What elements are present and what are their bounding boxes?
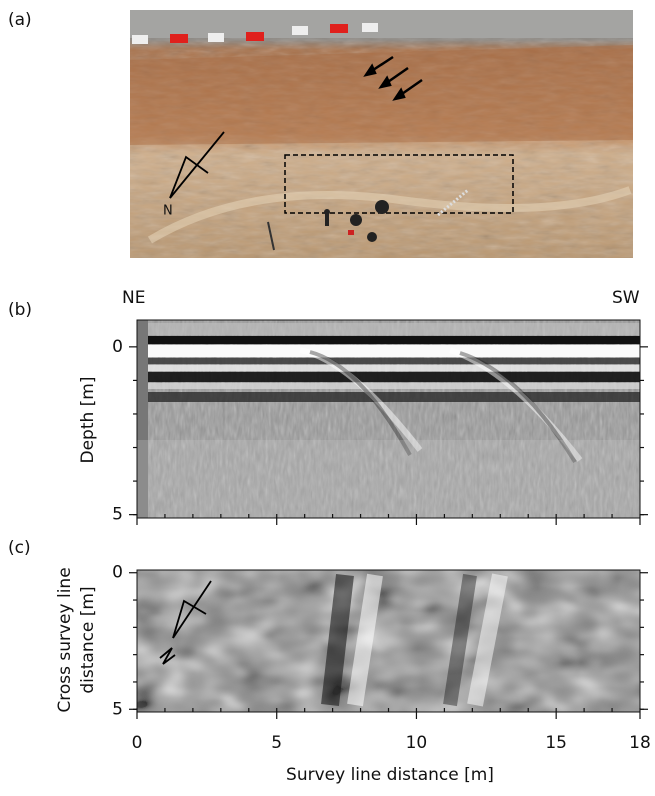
panel-label: (a) [8,10,32,30]
y-axis-label: Depth [m] [78,376,98,463]
panel-label: (c) [8,538,31,558]
y-tick-label: 5 [112,505,123,525]
y-axis-label: Cross survey line [55,567,75,712]
x-tick-label: 18 [629,733,651,753]
x-tick-label: 15 [545,733,567,753]
y-tick-label: 0 [112,563,123,583]
x-tick-label: 0 [132,733,143,753]
radargram [136,319,641,519]
direction-label: NE [122,288,145,308]
site-photo: N [130,10,633,258]
y-axis-label: distance [m] [78,586,98,693]
panel-label: (b) [8,300,32,320]
x-tick-label: 5 [271,733,282,753]
depth-slice [136,569,641,713]
compass-label: N [163,204,173,219]
direction-label: SW [612,288,640,308]
y-tick-label: 0 [112,337,123,357]
y-tick-label: 5 [112,699,123,719]
x-axis-label: Survey line distance [m] [286,765,494,785]
x-tick-label: 10 [406,733,428,753]
